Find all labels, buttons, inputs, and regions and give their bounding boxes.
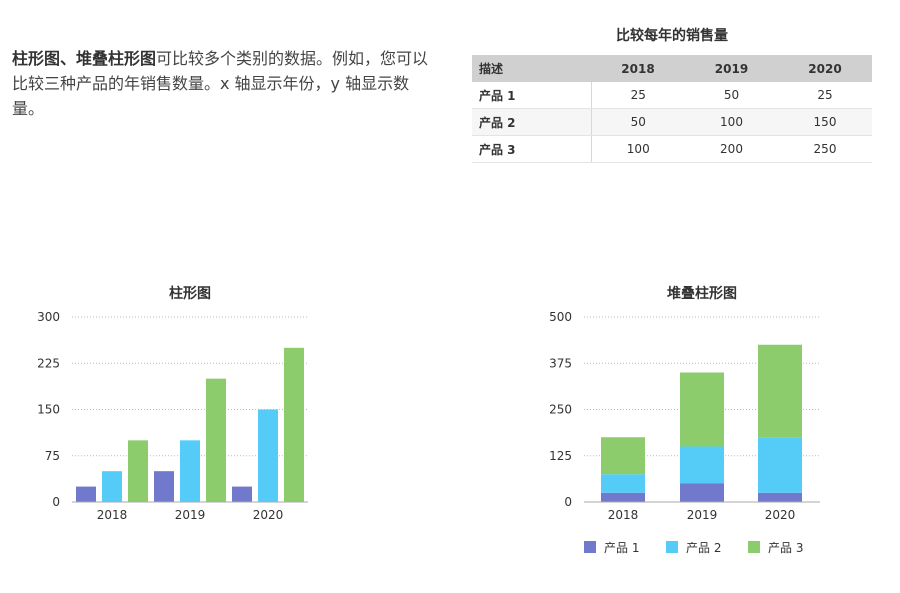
legend-swatch xyxy=(666,541,678,553)
bar xyxy=(102,471,122,502)
table-cell: 100 xyxy=(591,135,685,163)
legend-swatch xyxy=(748,541,760,553)
chart-title: 堆叠柱形图 xyxy=(667,285,737,302)
table-row: 产品 1 25 50 25 xyxy=(472,82,872,109)
y-tick-label: 250 xyxy=(549,403,572,417)
table-header-cell: 2020 xyxy=(778,55,872,82)
x-tick-label: 2018 xyxy=(97,508,128,522)
bar-segment xyxy=(601,474,645,493)
bar xyxy=(284,347,304,502)
bar-segment xyxy=(680,372,724,447)
x-tick-label: 2020 xyxy=(253,508,284,522)
table-header-cell: 2018 xyxy=(591,55,685,82)
x-tick-label: 2019 xyxy=(687,508,718,522)
sales-table: 描述 2018 2019 2020 产品 1 25 50 25 产品 2 50 … xyxy=(472,55,872,163)
table-cell: 50 xyxy=(591,108,685,136)
y-tick-label: 300 xyxy=(37,310,60,324)
table-row: 产品 2 50 100 150 xyxy=(472,108,872,136)
table-cell: 25 xyxy=(591,82,685,109)
y-tick-label: 150 xyxy=(37,403,60,417)
table-cell: 25 xyxy=(778,82,872,109)
bar-segment xyxy=(680,446,724,484)
legend-label: 产品 1 xyxy=(604,541,639,555)
table-row-label: 产品 1 xyxy=(472,82,592,109)
bar-segment xyxy=(601,437,645,475)
bar-segment xyxy=(601,492,645,502)
intro-rest: 可比较多个类别的数据。例如，您可以比较三种产品的年销售数量。x 轴显示年份，y … xyxy=(12,49,429,118)
y-tick-label: 125 xyxy=(549,449,572,463)
table-header-cell: 2019 xyxy=(685,55,778,82)
table-header-cell: 描述 xyxy=(472,55,591,82)
bar xyxy=(232,486,252,502)
table-cell: 250 xyxy=(778,135,872,163)
bar xyxy=(180,440,200,502)
x-tick-label: 2018 xyxy=(608,508,639,522)
x-tick-label: 2019 xyxy=(175,508,206,522)
bar xyxy=(206,378,226,502)
table-cell: 200 xyxy=(685,135,778,163)
table-cell: 100 xyxy=(685,108,778,136)
y-tick-label: 375 xyxy=(549,356,572,370)
bar-segment xyxy=(758,492,802,502)
bar xyxy=(76,486,96,502)
table-cell: 50 xyxy=(685,82,778,109)
y-tick-label: 0 xyxy=(52,495,60,509)
y-tick-label: 75 xyxy=(45,449,60,463)
table-row: 产品 3 100 200 250 xyxy=(472,135,872,163)
y-tick-label: 225 xyxy=(37,356,60,370)
table-row-label: 产品 2 xyxy=(472,108,592,136)
bar-segment xyxy=(758,437,802,493)
table-row-label: 产品 3 xyxy=(472,135,592,163)
legend-swatch xyxy=(584,541,596,553)
bar-segment xyxy=(680,483,724,502)
bar xyxy=(258,409,278,502)
intro-bold: 柱形图、堆叠柱形图 xyxy=(12,49,157,68)
intro-text: 柱形图、堆叠柱形图可比较多个类别的数据。例如，您可以比较三种产品的年销售数量。x… xyxy=(12,46,437,121)
x-tick-label: 2020 xyxy=(765,508,796,522)
y-tick-label: 500 xyxy=(549,310,572,324)
y-tick-label: 0 xyxy=(564,495,572,509)
chart-title: 柱形图 xyxy=(169,285,211,302)
bar xyxy=(128,440,148,502)
bar xyxy=(154,471,174,502)
table-title: 比较每年的销售量 xyxy=(616,28,728,44)
legend-label: 产品 3 xyxy=(768,541,803,555)
table-header-row: 描述 2018 2019 2020 xyxy=(472,55,872,82)
legend-label: 产品 2 xyxy=(686,541,721,555)
bar-segment xyxy=(758,344,802,438)
table-cell: 150 xyxy=(778,108,872,136)
